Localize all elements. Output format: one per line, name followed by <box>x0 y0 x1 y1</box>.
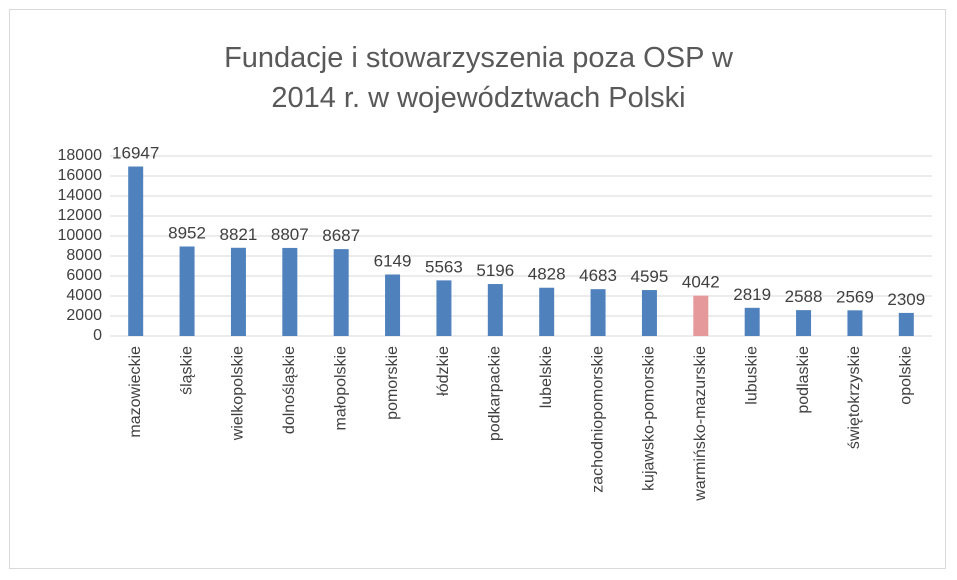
value-label: 2588 <box>785 287 823 306</box>
value-label: 2309 <box>887 290 925 309</box>
y-tick-label: 18000 <box>58 147 103 164</box>
y-tick-label: 4000 <box>66 287 102 304</box>
x-tick-label: wielkopolskie <box>230 346 247 441</box>
bar <box>744 307 760 336</box>
value-label: 4828 <box>528 265 566 284</box>
bar <box>282 247 298 336</box>
value-label: 16947 <box>112 144 159 163</box>
chart-frame <box>9 9 946 569</box>
value-label: 8821 <box>220 225 258 244</box>
bar <box>641 290 657 336</box>
bar <box>179 246 195 336</box>
y-tick-label: 2000 <box>66 307 102 324</box>
x-tick-label: opolskie <box>898 346 915 405</box>
x-tick-label: podlaskie <box>795 346 812 414</box>
x-tick-label: dolnośląskie <box>281 346 298 434</box>
value-label: 2569 <box>836 287 874 306</box>
bar <box>385 274 401 336</box>
x-tick-label: zachodniopomorskie <box>589 346 606 493</box>
y-tick-label: 6000 <box>66 267 102 284</box>
value-label: 4595 <box>631 267 669 286</box>
bar <box>796 310 812 336</box>
bar <box>539 287 555 336</box>
chart-title: Fundacje i stowarzyszenia poza OSP w 201… <box>224 42 733 114</box>
x-tick-label: kujawsko-pomorskie <box>641 346 658 491</box>
bar <box>436 280 452 336</box>
y-tick-label: 16000 <box>58 167 103 184</box>
y-tick-label: 0 <box>93 327 102 344</box>
x-tick-label: mazowieckie <box>127 346 144 438</box>
y-tick-label: 8000 <box>66 247 102 264</box>
x-tick-label: łódzkie <box>435 346 452 396</box>
value-label: 5196 <box>476 261 514 280</box>
y-tick-label: 10000 <box>58 227 103 244</box>
bar <box>847 310 863 336</box>
x-tick-label: podkarpackie <box>487 346 504 441</box>
value-label: 8687 <box>322 226 360 245</box>
value-label: 6149 <box>374 252 412 271</box>
x-tick-label: lubuskie <box>743 346 760 405</box>
y-tick-label: 14000 <box>58 187 103 204</box>
value-label: 4042 <box>682 273 720 292</box>
bar <box>487 284 503 336</box>
bar <box>898 312 914 336</box>
bar <box>128 166 144 336</box>
bar <box>230 247 246 336</box>
x-tick-label: pomorskie <box>384 346 401 420</box>
value-label: 8807 <box>271 225 309 244</box>
x-tick-label: warmińsko-mazurskie <box>692 346 709 502</box>
x-tick-label: małopolskie <box>332 346 349 431</box>
x-tick-label: świętokrzyskie <box>846 346 863 449</box>
bar <box>333 249 349 336</box>
bar <box>590 289 606 336</box>
x-tick-label: śląskie <box>178 346 195 395</box>
y-tick-label: 12000 <box>58 207 103 224</box>
value-label: 5563 <box>425 257 463 276</box>
value-label: 4683 <box>579 266 617 285</box>
value-label: 8952 <box>168 223 206 242</box>
x-tick-label: lubelskie <box>538 346 555 408</box>
bar <box>693 295 709 336</box>
value-label: 2819 <box>733 285 771 304</box>
